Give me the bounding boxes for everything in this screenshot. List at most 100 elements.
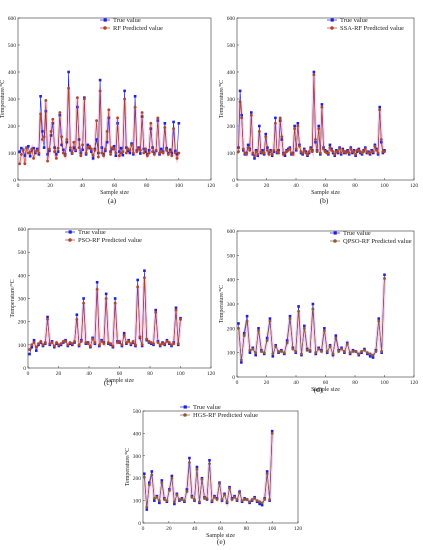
- data-point-true: [250, 111, 253, 114]
- y-tick-label: 400: [227, 278, 236, 284]
- data-point-true: [123, 89, 126, 93]
- data-point-predicted: [21, 148, 25, 152]
- data-point-predicted: [112, 147, 116, 151]
- data-point-predicted: [117, 154, 121, 158]
- x-tick-label: 120: [207, 183, 216, 189]
- data-point-predicted: [237, 326, 240, 330]
- data-point-true: [32, 338, 36, 342]
- y-tick-label: 400: [227, 70, 236, 76]
- data-point-predicted: [238, 100, 242, 104]
- data-point-predicted: [336, 150, 340, 154]
- y-tick-label: 100: [8, 151, 17, 157]
- data-point-predicted: [200, 477, 204, 481]
- data-point-predicted: [59, 342, 63, 346]
- data-point-predicted: [168, 150, 172, 154]
- data-point-true: [323, 327, 326, 330]
- data-point-true: [160, 147, 163, 151]
- data-point-predicted: [301, 151, 305, 155]
- data-point-predicted: [273, 121, 277, 125]
- data-point-predicted: [269, 150, 272, 154]
- y-tick-label: 100: [227, 151, 236, 157]
- data-point-predicted: [79, 339, 83, 343]
- data-point-predicted: [37, 342, 40, 346]
- data-point-true: [145, 508, 149, 511]
- data-point-predicted: [270, 432, 274, 435]
- data-point-predicted: [57, 343, 61, 347]
- data-point-predicted: [262, 351, 266, 355]
- panel-label: (d): [314, 385, 323, 394]
- data-point-predicted: [155, 495, 159, 499]
- data-point-predicted: [68, 341, 72, 344]
- data-point-true: [28, 352, 31, 356]
- legend-entry: True value: [113, 17, 141, 24]
- data-point-true: [270, 429, 274, 433]
- data-point-predicted: [317, 347, 321, 351]
- data-point-predicted: [172, 500, 176, 504]
- data-point-predicted: [70, 151, 74, 155]
- data-point-true: [153, 499, 156, 502]
- data-point-predicted: [40, 138, 44, 141]
- data-point-predicted: [39, 112, 43, 116]
- data-point-predicted: [337, 350, 341, 353]
- data-point-predicted: [377, 319, 381, 323]
- data-point-predicted: [262, 151, 266, 155]
- x-tick-label: 80: [147, 371, 153, 377]
- data-point-true: [143, 269, 146, 272]
- x-axis-label: Sample size: [311, 190, 340, 196]
- legend-marker: [183, 405, 187, 409]
- data-point-predicted: [368, 352, 372, 356]
- data-point-predicted: [248, 348, 252, 352]
- data-point-true: [81, 148, 84, 152]
- data-point-true: [82, 297, 85, 300]
- data-point-true: [258, 124, 261, 128]
- data-point-predicted: [318, 151, 322, 155]
- data-point-predicted: [363, 147, 367, 151]
- data-point-true: [30, 345, 34, 349]
- chart-panel-d: 0 100 200 300 400 500 600 0 20 40 60 80 100 120 Sample…: [218, 229, 418, 394]
- data-point-predicted: [104, 297, 108, 300]
- data-point-true: [168, 148, 172, 152]
- data-point-predicted: [145, 505, 149, 509]
- data-point-predicted: [97, 343, 101, 347]
- data-point-predicted: [135, 150, 139, 154]
- data-point-predicted: [161, 151, 165, 155]
- data-point-predicted: [129, 342, 133, 346]
- data-point-true: [311, 302, 315, 306]
- data-point-predicted: [371, 150, 375, 154]
- data-point-true: [18, 150, 21, 153]
- data-point-predicted: [58, 111, 62, 114]
- data-point-true: [265, 336, 269, 340]
- data-point-true: [261, 149, 264, 152]
- data-point-true: [88, 146, 91, 150]
- data-point-predicted: [195, 467, 199, 471]
- data-point-predicted: [298, 144, 301, 148]
- legend-entry: SSA-RF Predicted value: [340, 25, 404, 32]
- panel-label: (a): [108, 196, 117, 205]
- data-point-predicted: [294, 350, 298, 353]
- data-point-predicted: [72, 140, 76, 144]
- data-point-predicted: [240, 499, 244, 502]
- data-point-predicted: [56, 146, 60, 150]
- legend-entry: True value: [78, 229, 106, 236]
- data-point-true: [62, 148, 65, 152]
- data-point-true: [271, 355, 275, 358]
- data-point-predicted: [177, 498, 181, 501]
- x-tick-label: 120: [294, 526, 303, 532]
- y-axis-label: Temperature/°C: [0, 80, 6, 118]
- x-axis-label: Sample size: [105, 378, 134, 384]
- data-point-predicted: [302, 148, 306, 152]
- data-point-true: [242, 331, 246, 335]
- data-point-predicted: [180, 498, 184, 501]
- data-point-predicted: [133, 105, 137, 109]
- data-point-predicted: [326, 151, 330, 155]
- data-point-predicted: [291, 152, 295, 156]
- data-point-predicted: [328, 146, 332, 150]
- x-tick-label: 20: [47, 183, 53, 189]
- data-point-true: [240, 361, 243, 364]
- data-point-predicted: [136, 285, 140, 289]
- data-point-predicted: [128, 148, 132, 152]
- data-point-predicted: [354, 350, 358, 353]
- data-point-predicted: [257, 130, 261, 133]
- data-point-predicted: [172, 342, 176, 346]
